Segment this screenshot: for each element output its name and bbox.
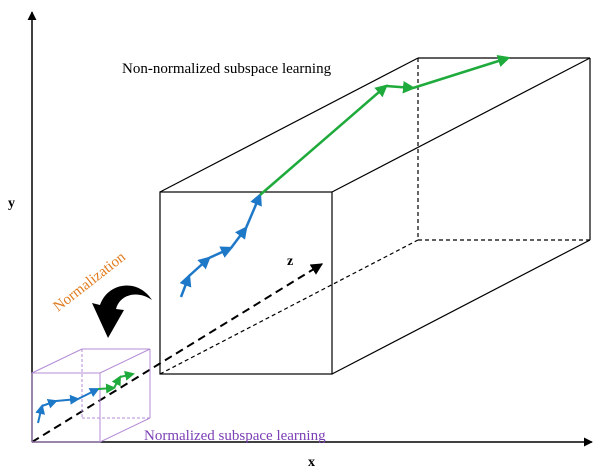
big-box-top-left-edge <box>159 57 419 193</box>
big-blue-segment-5 <box>244 192 262 229</box>
big-blue-path <box>179 192 262 298</box>
small-green-segment-1 <box>97 383 116 394</box>
curved-arrow-icon <box>92 285 152 338</box>
big-trajectory <box>179 55 511 298</box>
big-box-top-right-edge <box>331 57 591 193</box>
small-box-front-face <box>31 372 101 443</box>
normalized-label: Normalized subspace learning <box>144 428 326 444</box>
big-green-segment-3 <box>412 55 511 90</box>
big-green-path <box>259 55 511 196</box>
big-green-segment-1 <box>259 84 388 196</box>
y-axis-label: y <box>8 196 15 211</box>
small-box-top-left-edge <box>31 348 83 374</box>
small-box-top-right-edge <box>99 348 151 374</box>
big-blue-segment-1 <box>179 273 192 298</box>
big-box-front-face <box>159 191 333 375</box>
small-trajectory <box>35 370 135 424</box>
big-blue-segment-3 <box>208 246 234 260</box>
small-blue-path <box>35 388 100 424</box>
big-box-bottom-right-edge <box>331 239 591 375</box>
normalized-box <box>31 348 151 443</box>
non-normalized-label: Non-normalized subspace learning <box>122 61 332 77</box>
small-green-segment-3 <box>119 370 135 381</box>
small-blue-segment-3 <box>55 394 80 405</box>
big-blue-segment-4 <box>230 226 248 249</box>
axes <box>27 11 593 447</box>
z-axis-label: z <box>287 254 293 269</box>
big-green-segment-2 <box>385 81 416 94</box>
small-blue-segment-4 <box>77 388 100 400</box>
big-blue-segment-2 <box>188 256 211 277</box>
x-axis-label: x <box>308 455 315 470</box>
z-axis-line <box>31 263 324 443</box>
small-green-segment-2 <box>111 375 121 389</box>
small-green-path <box>97 370 135 394</box>
small-blue-segment-2 <box>41 398 58 409</box>
non-normalized-box <box>159 57 591 375</box>
small-blue-segment-1 <box>35 404 46 424</box>
small-box-bottom-right-edge <box>99 417 151 443</box>
